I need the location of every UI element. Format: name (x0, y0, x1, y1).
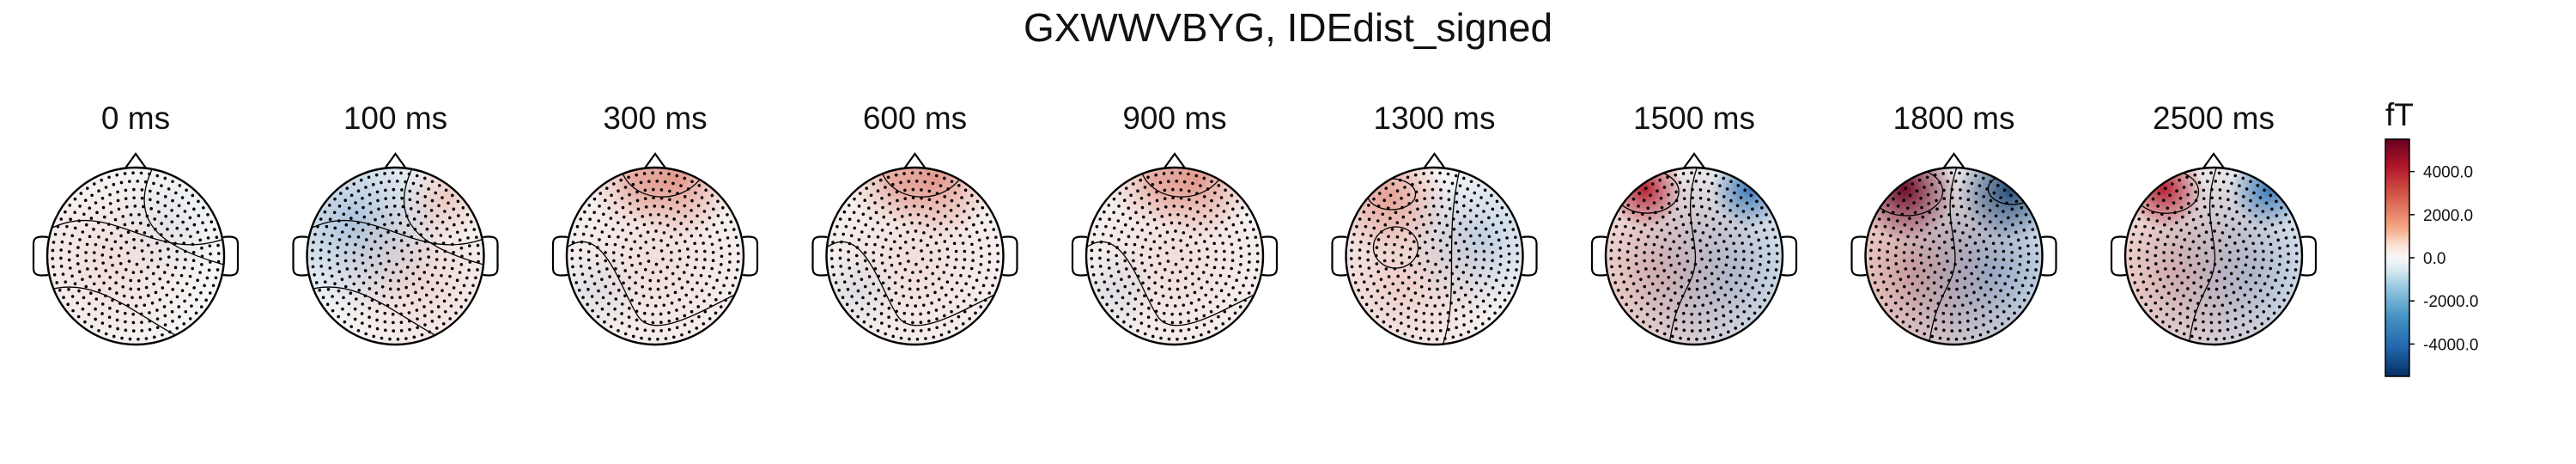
head-outline (1084, 166, 1265, 346)
left-ear (811, 235, 828, 277)
sensor-dots (2129, 171, 2299, 341)
right-ear (1781, 235, 1798, 277)
right-ear (742, 235, 759, 277)
right-ear (1522, 235, 1538, 277)
panel-title: 1500 ms (1633, 101, 1755, 136)
nose (643, 152, 667, 170)
head-outline (1604, 166, 1784, 346)
nose (2202, 152, 2226, 170)
left-ear (1071, 235, 1088, 277)
nose (1682, 152, 1706, 170)
topomap-7: 1800 ms (1850, 101, 2057, 346)
right-ear (1261, 235, 1279, 277)
field-map (1865, 168, 2043, 345)
nose (124, 152, 148, 170)
sensor-dots (1349, 171, 1520, 341)
nose (1422, 152, 1447, 170)
panel-title: 600 ms (863, 101, 967, 136)
head-outline (2123, 166, 2304, 346)
panel-title: 300 ms (603, 101, 707, 136)
left-ear (1850, 235, 1867, 277)
panel-title: 100 ms (343, 101, 447, 136)
field-map (1346, 168, 1523, 345)
left-ear (551, 235, 568, 277)
sensor-dots (1609, 171, 1779, 341)
nose (383, 152, 408, 170)
left-ear (1331, 235, 1347, 277)
left-ear (32, 235, 49, 277)
colorbar-tick-label: 2000.0 (2423, 207, 2473, 225)
colorbar-ticks: 4000.0 2000.0 0.0 -2000.0 -4000.0 (2409, 164, 2478, 354)
nose (1163, 152, 1187, 170)
nose (902, 152, 927, 170)
field-map (1606, 168, 1783, 345)
topomap-2: 300 ms (551, 101, 759, 346)
sensor-dots (829, 171, 1000, 341)
topomap-8: 2500 ms (2110, 101, 2318, 346)
sensor-dots (570, 171, 740, 341)
sensor-dots (310, 171, 481, 341)
head-outline (1345, 166, 1524, 346)
topomap-5: 1300 ms (1331, 101, 1538, 346)
colorbar-gradient (2385, 138, 2410, 377)
colorbar-unit: fT (2385, 97, 2414, 132)
colorbar-tick-label: 0.0 (2423, 250, 2445, 268)
panel-title: 1800 ms (1893, 101, 2015, 136)
right-ear (483, 235, 499, 277)
right-ear (2300, 235, 2318, 277)
head-outline (1864, 166, 2044, 346)
colorbar-tick-label: 4000.0 (2423, 164, 2473, 182)
head-outline (46, 166, 226, 346)
topomap-4: 900 ms (1071, 101, 1279, 346)
colorbar-tick-label: -4000.0 (2423, 336, 2478, 354)
panel-title: 2500 ms (2153, 101, 2275, 136)
head-outline (565, 166, 745, 346)
right-ear (1002, 235, 1018, 277)
right-ear (222, 235, 240, 277)
colorbar-tick-label: -2000.0 (2423, 293, 2478, 311)
head-outline (306, 166, 485, 346)
sensor-dots (1868, 171, 2039, 341)
colorbar: fT 4000.0 2000.0 0.0 -2000.0 -4000.0 (2385, 97, 2478, 377)
topomap-panels: 0 ms 100 ms 300 ms 600 ms 900 ms 1300 ms 1500 … (32, 101, 2318, 346)
left-ear (1590, 235, 1607, 277)
panel-title: 0 ms (101, 101, 170, 136)
topomap-0: 0 ms (32, 101, 240, 346)
nose (1941, 152, 1966, 170)
topomap-1: 100 ms (292, 101, 499, 346)
panel-title: 900 ms (1122, 101, 1226, 136)
sensor-dots (51, 171, 221, 341)
field-map (2125, 168, 2302, 345)
head-outline (825, 166, 1005, 346)
right-ear (2041, 235, 2057, 277)
figure-title: GXWWVBYG, IDEdist_signed (1023, 5, 1553, 50)
left-ear (292, 235, 308, 277)
topomap-3: 600 ms (811, 101, 1018, 346)
left-ear (2110, 235, 2127, 277)
topomap-6: 1500 ms (1590, 101, 1798, 346)
panel-title: 1300 ms (1374, 101, 1496, 136)
sensor-dots (1090, 171, 1260, 341)
